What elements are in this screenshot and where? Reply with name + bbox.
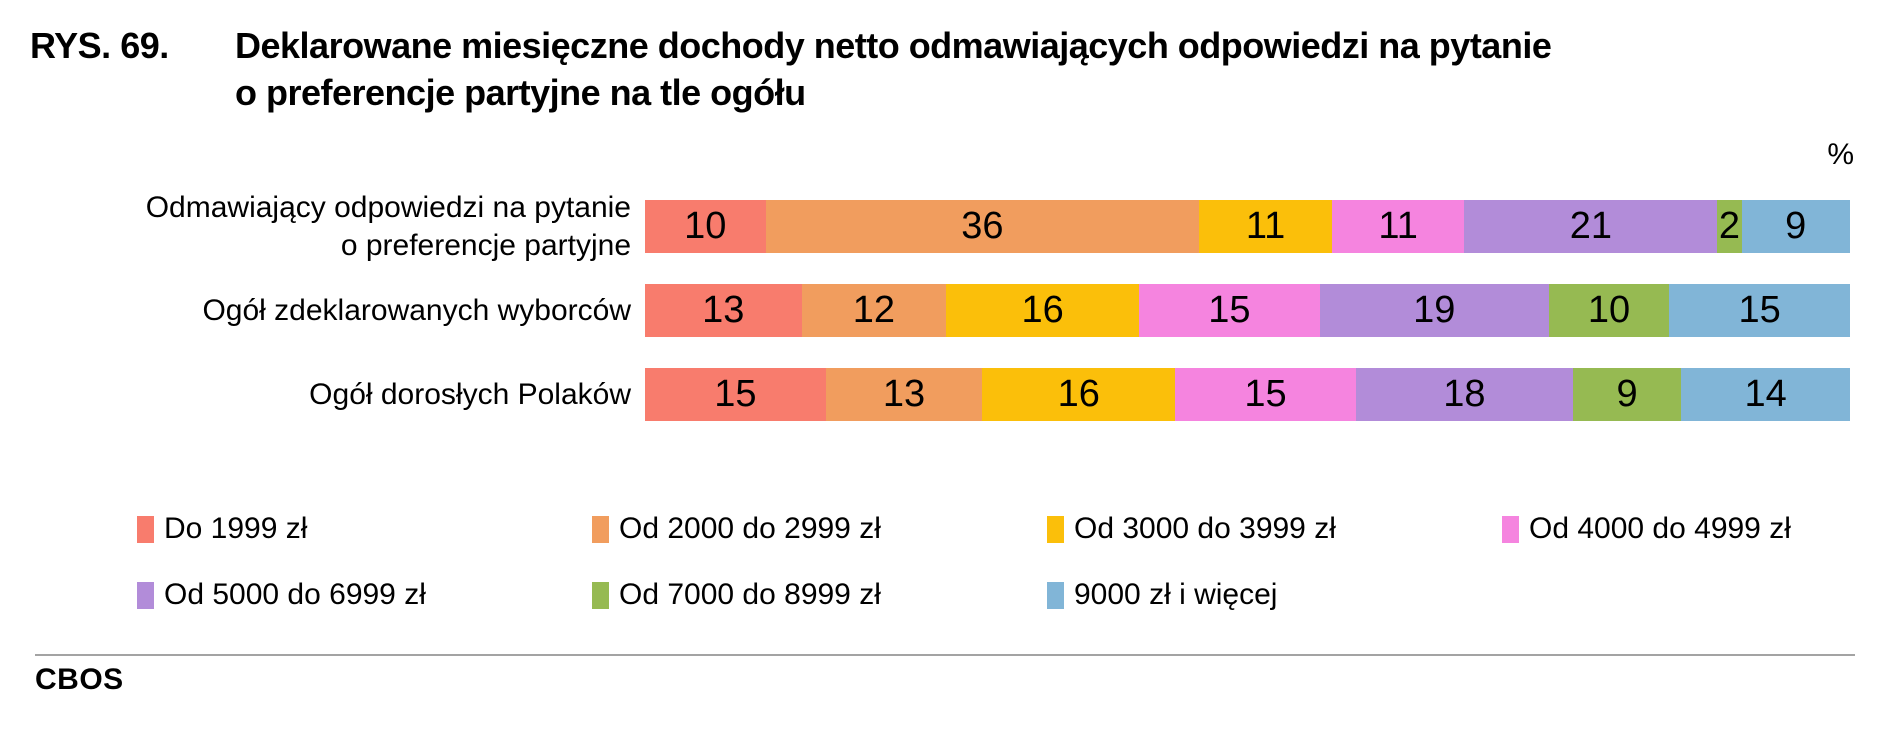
segment-value: 16	[1057, 373, 1100, 415]
figure-title: Deklarowane miesięczne dochody netto odm…	[235, 22, 1552, 116]
segment-value: 11	[1245, 205, 1286, 247]
bar-segment: 11	[1199, 200, 1332, 253]
legend-swatch-icon	[1047, 515, 1064, 543]
bar-chart: Odmawiający odpowiedzi na pytanie o prefe…	[0, 191, 1850, 452]
legend-item: Od 5000 do 6999 zł	[137, 578, 592, 612]
stacked-bar: 13 12 16 15 19 10 15	[645, 284, 1850, 337]
legend-item: Do 1999 zł	[137, 512, 592, 546]
segment-value: 9	[1616, 373, 1638, 415]
legend-item: Od 7000 do 8999 zł	[592, 578, 1047, 612]
legend-swatch-icon	[592, 515, 609, 543]
bar-segment: 36	[765, 200, 1200, 253]
bar-segment: 16	[982, 368, 1176, 421]
segment-value: 9	[1785, 205, 1807, 247]
legend-label: Od 4000 do 4999 zł	[1529, 512, 1791, 545]
category-label: Ogół zdeklarowanych wyborców	[202, 293, 631, 327]
figure-title-block: RYS. 69. Deklarowane miesięczne dochody …	[30, 22, 1552, 116]
legend-label: Od 7000 do 8999 zł	[619, 578, 881, 611]
segment-value: 2	[1718, 205, 1741, 247]
legend-label: 9000 zł i więcej	[1074, 578, 1278, 611]
bar-segment: 10	[645, 200, 766, 253]
legend-swatch-icon	[137, 515, 154, 543]
bar-segment: 9	[1741, 200, 1850, 253]
segment-value: 10	[684, 205, 727, 247]
bar-segment: 13	[645, 284, 802, 337]
legend-label: Od 2000 do 2999 zł	[619, 512, 881, 545]
bar-segment: 18	[1355, 368, 1573, 421]
legend-swatch-icon	[137, 581, 154, 609]
chart-row: Ogół dorosłych Polaków 15 13 16 15 18 9 14	[0, 368, 1850, 421]
bar-segment: 13	[825, 368, 983, 421]
segment-value: 13	[882, 373, 926, 415]
segment-value: 15	[1244, 373, 1287, 415]
chart-row: Ogół zdeklarowanych wyborców 13 12 16 15 19 10…	[0, 284, 1850, 337]
segment-value: 12	[852, 289, 896, 331]
category-label: Odmawiający odpowiedzi na pytanie o prefe…	[145, 190, 631, 262]
bar-segment: 10	[1548, 284, 1670, 337]
bar-segment: 21	[1464, 200, 1718, 253]
legend-item: 9000 zł i więcej	[1047, 578, 1502, 612]
bar-segment: 12	[801, 284, 947, 337]
figure-title-line2: o preferencje partyjne na tle ogółu	[235, 72, 806, 113]
bar-segment: 15	[645, 368, 826, 421]
segment-value: 15	[1738, 289, 1781, 331]
segment-value: 13	[702, 289, 745, 331]
legend-label: Od 5000 do 6999 zł	[164, 578, 426, 611]
footer-divider	[35, 654, 1855, 656]
segment-value: 36	[961, 205, 1004, 247]
legend: Do 1999 zł Od 2000 do 2999 zł Od 3000 do 3…	[137, 496, 1890, 628]
segment-value: 14	[1744, 373, 1787, 415]
legend-item: Od 4000 do 4999 zł	[1502, 512, 1890, 546]
bar-segment: 2	[1717, 200, 1742, 253]
bar-segment: 16	[946, 284, 1140, 337]
segment-value: 15	[714, 373, 757, 415]
legend-label: Do 1999 zł	[164, 512, 308, 545]
legend-swatch-icon	[1047, 581, 1064, 609]
legend-item: Od 2000 do 2999 zł	[592, 512, 1047, 546]
segment-value: 19	[1413, 289, 1456, 331]
segment-value: 15	[1208, 289, 1251, 331]
bar-segment: 15	[1139, 284, 1320, 337]
segment-value: 11	[1378, 205, 1418, 247]
bar-segment: 11	[1331, 200, 1465, 253]
figure-number: RYS. 69.	[30, 25, 169, 66]
legend-label: Od 3000 do 3999 zł	[1074, 512, 1336, 545]
segment-value: 21	[1569, 205, 1613, 247]
bar-segment: 15	[1175, 368, 1356, 421]
bar-segment: 19	[1319, 284, 1549, 337]
segment-value: 16	[1021, 289, 1064, 331]
percent-unit-label: %	[1827, 138, 1854, 171]
chart-row: Odmawiający odpowiedzi na pytanie o prefe…	[0, 191, 1850, 262]
stacked-bar: 10 36 11 11 21 2 9	[645, 200, 1850, 253]
bar-segment: 9	[1572, 368, 1682, 421]
segment-value: 10	[1587, 289, 1631, 331]
legend-swatch-icon	[1502, 515, 1519, 543]
bar-segment: 15	[1669, 284, 1850, 337]
figure-title-line1: Deklarowane miesięczne dochody netto odm…	[235, 25, 1552, 66]
cbos-source-label: CBOS	[35, 663, 124, 696]
bar-segment: 14	[1681, 368, 1850, 421]
category-label: Ogół dorosłych Polaków	[309, 377, 631, 411]
segment-value: 18	[1443, 373, 1486, 415]
stacked-bar: 15 13 16 15 18 9 14	[645, 368, 1850, 421]
legend-swatch-icon	[592, 581, 609, 609]
legend-item: Od 3000 do 3999 zł	[1047, 512, 1502, 546]
